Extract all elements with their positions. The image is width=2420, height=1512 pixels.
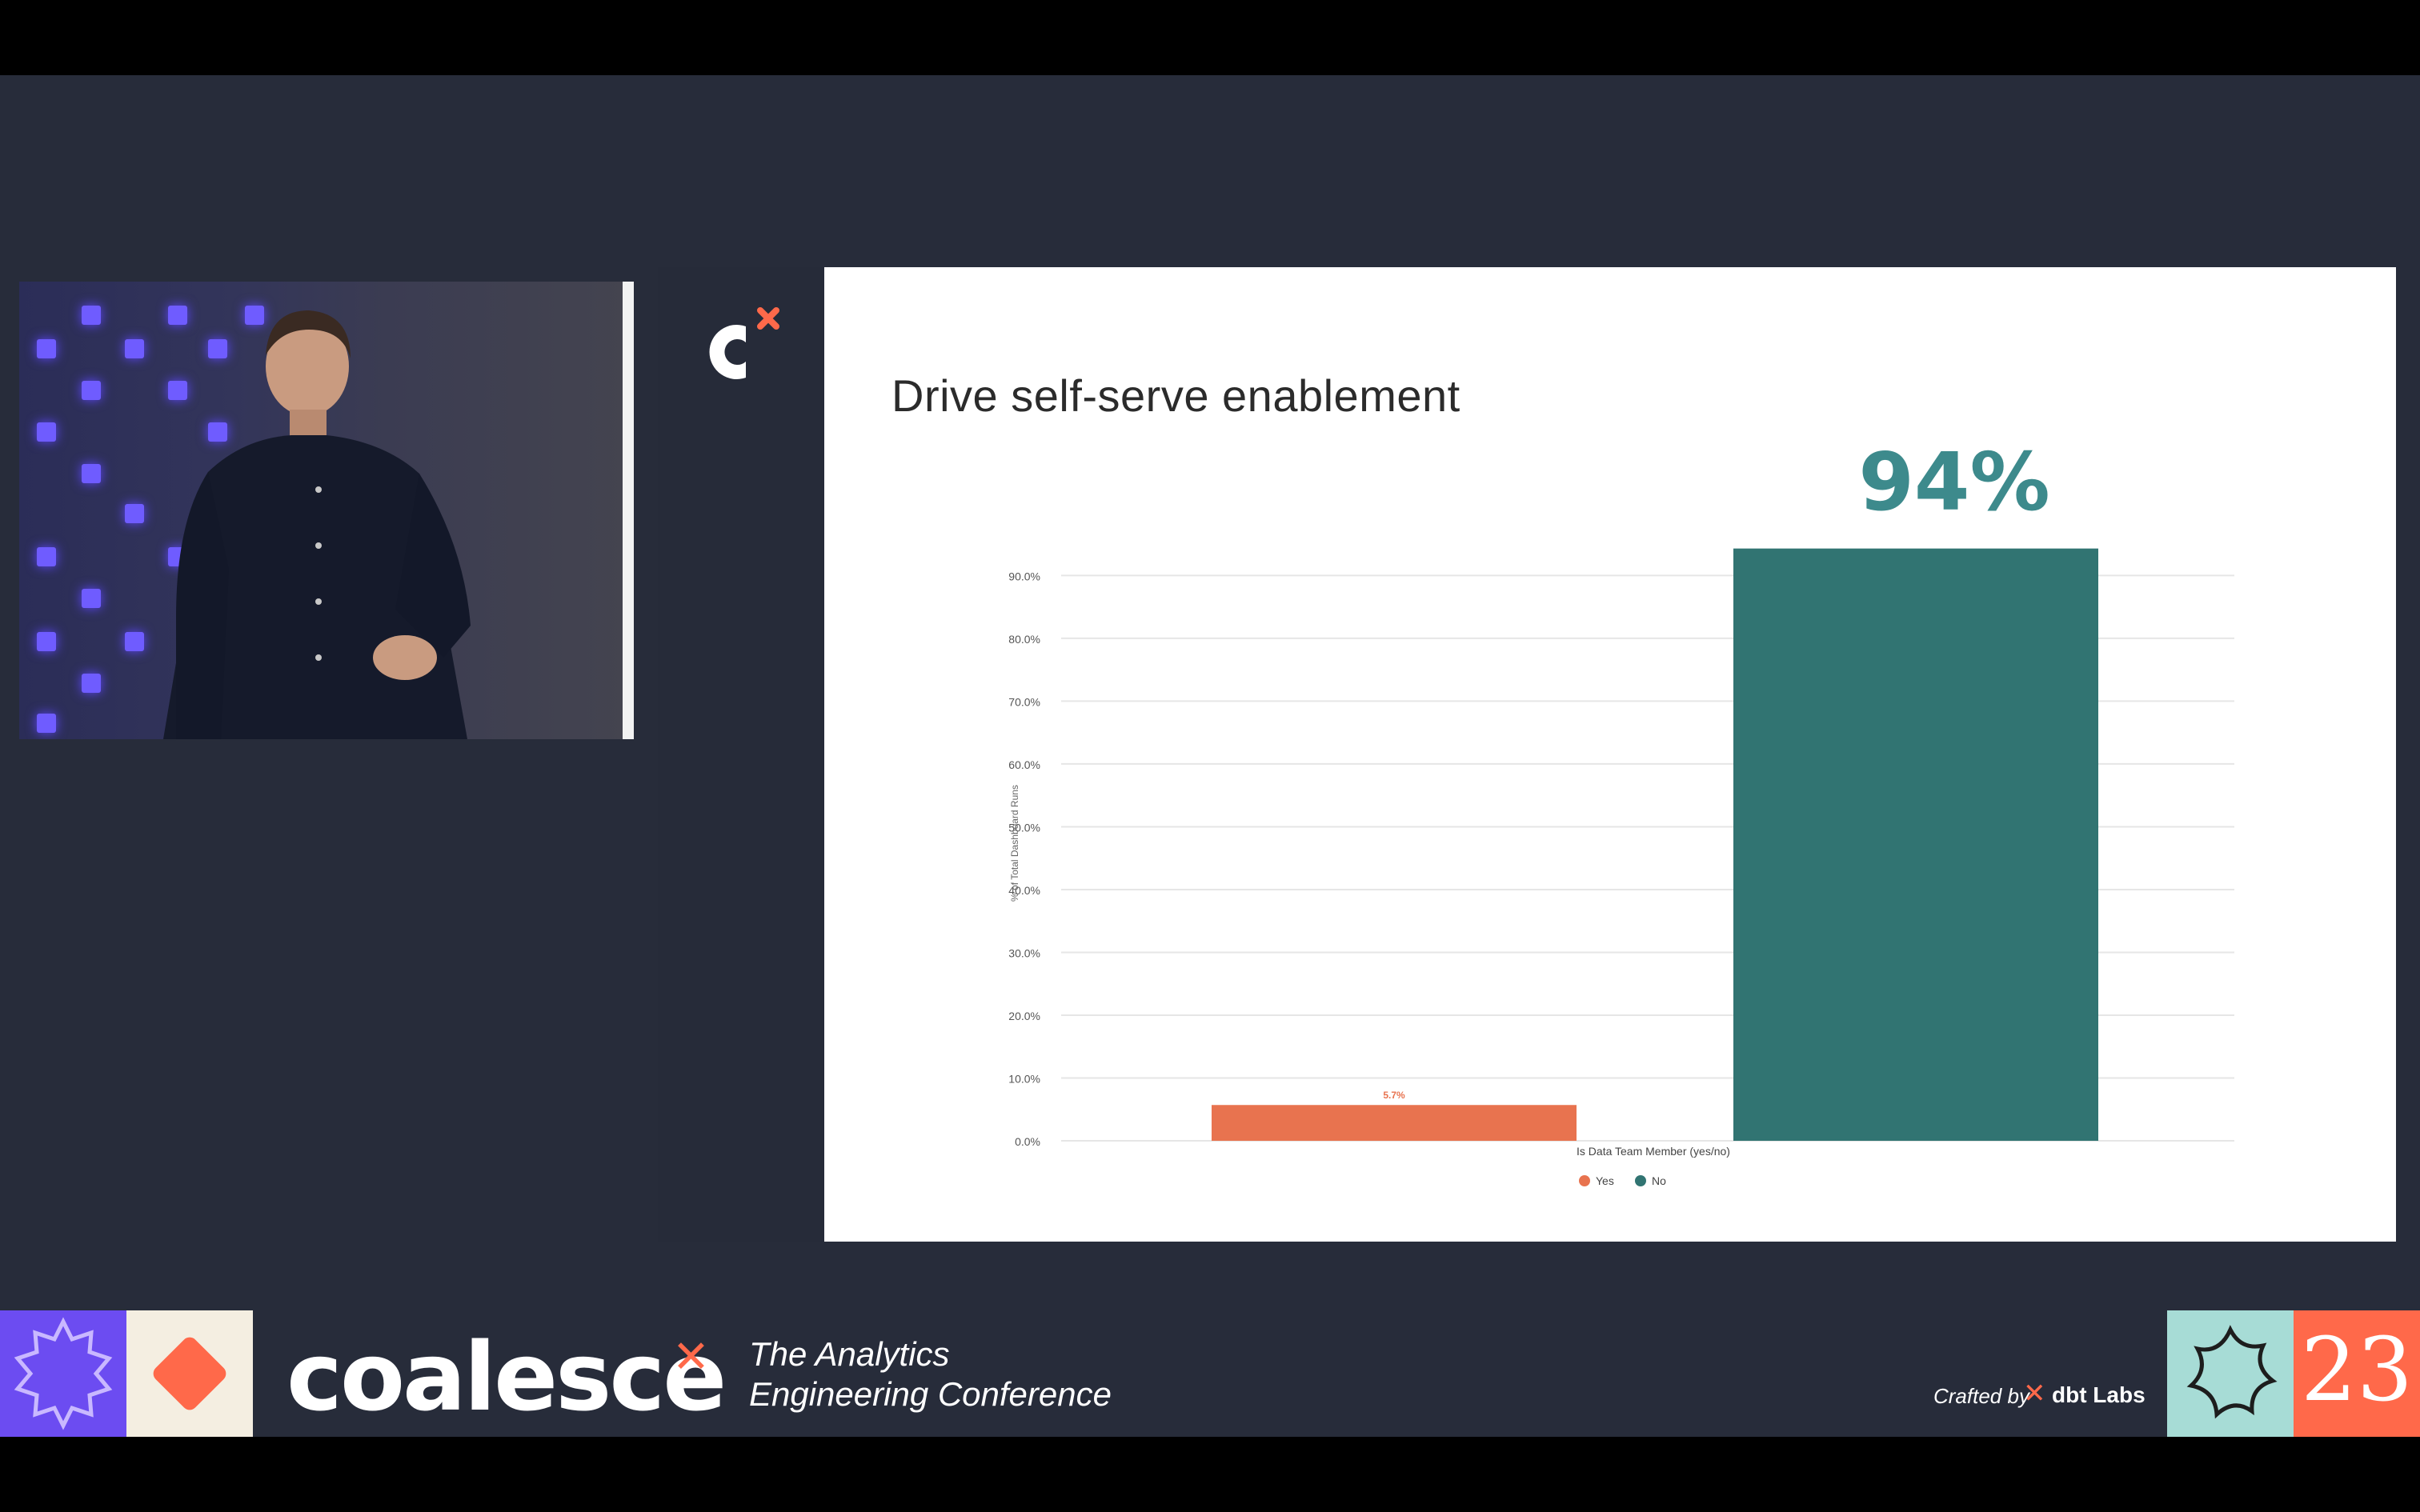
legend-marker-no (1635, 1175, 1646, 1186)
led-light (37, 632, 56, 651)
tagline-line-2: Engineering Conference (749, 1375, 1112, 1413)
speaker-figure (163, 310, 471, 739)
led-light (37, 547, 56, 566)
y-tick-label: 40.0% (1008, 884, 1040, 897)
brand-x-icon: ✕ (672, 1331, 710, 1383)
y-axis-label: % of Total Dashboard Runs (1009, 785, 1020, 902)
legend-label: Yes (1596, 1174, 1614, 1187)
brand-wordmark: coalesce (286, 1322, 727, 1432)
legend-label: No (1652, 1174, 1666, 1187)
year-label: 23 (2301, 1318, 2413, 1421)
slide-title: Drive self-serve enablement (891, 370, 1460, 421)
slide: Drive self-serve enablement 94% 0.0% 10.0… (824, 267, 2396, 1242)
bar-yes (1212, 1105, 1577, 1141)
led-light (125, 632, 144, 651)
speaker-camera-feed (19, 282, 632, 739)
dbt-labs-logo: dbt Labs (2052, 1382, 2146, 1407)
led-light (82, 464, 101, 483)
letterbox-bottom (0, 1437, 2420, 1512)
tagline-line-1: The Analytics (749, 1335, 950, 1373)
bar-chart: 0.0% 10.0% 20.0% 30.0% 40.0% 50.0% 60.0% 70.0% 8… (1008, 548, 2234, 1187)
camera-frame-edge (623, 282, 634, 739)
cream-tile (126, 1310, 253, 1437)
legend-marker-yes (1579, 1175, 1590, 1186)
crafted-by-text: Crafted by (1933, 1384, 2029, 1408)
led-light (125, 339, 144, 358)
led-light (37, 422, 56, 442)
dbt-x-icon: ✕ (2023, 1378, 2046, 1410)
led-light (125, 504, 144, 523)
y-tick-label: 30.0% (1008, 946, 1040, 959)
purple-tile (0, 1310, 126, 1437)
y-tick-label: 0.0% (1015, 1135, 1040, 1148)
led-light (82, 381, 101, 400)
blob-star-icon (2186, 1325, 2278, 1419)
slide-sidebar (658, 267, 824, 1242)
teal-tile (2167, 1310, 2294, 1437)
x-axis-label: Is Data Team Member (yes/no) (1577, 1145, 1730, 1158)
led-light (168, 381, 187, 400)
led-light (245, 306, 264, 325)
led-light (82, 306, 101, 325)
conference-tagline: The Analytics Engineering Conference (749, 1334, 1112, 1414)
data-label: 5.7% (1383, 1090, 1405, 1101)
callout-percentage: 94% (1858, 435, 2050, 529)
led-light (168, 306, 187, 325)
y-tick-label: 90.0% (1008, 570, 1040, 582)
y-tick-label: 70.0% (1008, 695, 1040, 708)
y-tick-label: 60.0% (1008, 758, 1040, 771)
y-tick-label: 20.0% (1008, 1010, 1040, 1022)
y-tick-label: 80.0% (1008, 633, 1040, 646)
orange-tile (2294, 1310, 2420, 1437)
coalesce-c-logo-icon (709, 307, 779, 379)
y-tick-label: 10.0% (1008, 1072, 1040, 1085)
led-light (82, 674, 101, 693)
led-light (37, 339, 56, 358)
sunburst-icon (14, 1317, 113, 1430)
led-light (37, 714, 56, 733)
letterbox-top (0, 0, 2420, 75)
led-light (82, 589, 101, 608)
bar-no (1733, 548, 2098, 1141)
diamond-icon (153, 1337, 226, 1410)
led-light (208, 422, 227, 442)
y-tick-label: 50.0% (1008, 821, 1040, 834)
led-light (208, 339, 227, 358)
